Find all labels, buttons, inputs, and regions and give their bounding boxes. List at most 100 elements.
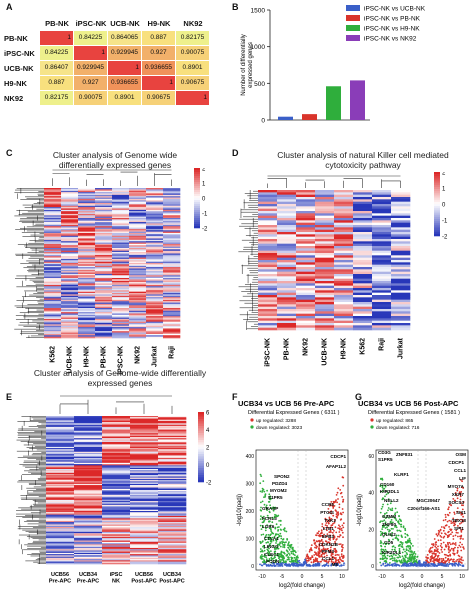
- heatmap-cell: [130, 510, 159, 513]
- data-point: [440, 526, 443, 528]
- data-point: [337, 535, 339, 538]
- heatmap-cell: [146, 295, 164, 298]
- table-cell: 0.90675: [176, 76, 209, 90]
- heatmap-cell: [102, 464, 131, 466]
- table-cell: 0.86407: [40, 61, 73, 75]
- heatmap-cell: [296, 190, 316, 193]
- data-point: [341, 529, 343, 532]
- data-point: [436, 534, 439, 537]
- data-point: [277, 529, 280, 531]
- data-point: [455, 560, 457, 563]
- data-point: [332, 537, 335, 539]
- heatmap-cell: [158, 496, 187, 498]
- data-point: [386, 554, 389, 557]
- heatmap-cell: [130, 538, 159, 540]
- data-point: [333, 564, 335, 566]
- heatmap-cell: [112, 260, 130, 262]
- heatmap-cell: [158, 536, 187, 539]
- heatmap-cell: [102, 430, 131, 433]
- data-point: [283, 530, 286, 532]
- data-point: [441, 563, 444, 565]
- heatmap-cell: [102, 522, 131, 524]
- heatmap-cell: [372, 267, 392, 270]
- color-scale-segment: [198, 414, 204, 417]
- heatmap-cell: [74, 515, 103, 518]
- heatmap-cell: [74, 438, 103, 440]
- heatmap-cell: [130, 557, 159, 560]
- x-tick-label: -10: [258, 574, 265, 580]
- color-scale-segment: [194, 178, 200, 181]
- heatmap-cell: [129, 276, 147, 279]
- data-point: [283, 551, 285, 554]
- heatmap-cell: [129, 194, 147, 197]
- data-point: [438, 561, 441, 564]
- data-point: [318, 551, 321, 553]
- data-point: [331, 531, 334, 534]
- heatmap-cell: [258, 299, 278, 303]
- heatmap-cell: [112, 238, 130, 241]
- heatmap-cell: [158, 481, 187, 483]
- color-scale-label: -1: [442, 219, 448, 225]
- color-scale-label: 1: [442, 187, 446, 193]
- heatmap-cell: [95, 309, 113, 312]
- heatmap-cell: [74, 545, 103, 548]
- heatmap-cell: [61, 243, 79, 246]
- data-point: [399, 530, 402, 533]
- heatmap-cell: [78, 267, 96, 269]
- heatmap-cell: [44, 235, 62, 238]
- column-label: NK92: [135, 346, 142, 364]
- heatmap-cell: [391, 290, 411, 293]
- heatmap-cell: [95, 224, 113, 227]
- heatmap-cell: [158, 523, 187, 525]
- heatmap-cell: [112, 329, 130, 332]
- heatmap-cell: [296, 325, 316, 328]
- data-point: [310, 561, 313, 564]
- heatmap-cell: [46, 456, 75, 459]
- heatmap-cell: [95, 211, 113, 213]
- heatmap-cell: [163, 238, 181, 241]
- data-point: [383, 557, 386, 560]
- heatmap-cell: [158, 482, 187, 485]
- heatmap-cell: [44, 208, 62, 211]
- heatmap-cell: [46, 450, 75, 453]
- heatmap-cell: [78, 310, 96, 313]
- legend-marker-down: [250, 425, 254, 429]
- heatmap-cell: [46, 496, 75, 498]
- data-point: [448, 506, 450, 509]
- heatmap-cell: [44, 325, 62, 328]
- heatmap-cell: [95, 298, 113, 301]
- heatmap-cell: [74, 539, 103, 541]
- heatmap-cell: [102, 501, 131, 503]
- heatmap-cell: [158, 453, 187, 455]
- heatmap-cell: [46, 560, 75, 562]
- heatmap-cell: [61, 280, 79, 283]
- heatmap-cell: [334, 253, 354, 256]
- heatmap-cell: [391, 255, 411, 258]
- heatmap-cell: [61, 263, 79, 265]
- heatmap-cell: [74, 544, 103, 546]
- data-point: [436, 560, 439, 562]
- data-point: [435, 543, 437, 546]
- heatmap-cell: [353, 306, 373, 310]
- table-cell: 0.936655: [142, 61, 175, 75]
- data-point: [298, 563, 301, 566]
- heatmap-cell: [353, 234, 373, 237]
- data-point: [404, 527, 406, 530]
- data-point: [379, 511, 382, 514]
- data-point: [307, 555, 309, 558]
- heatmap-cell: [61, 294, 79, 297]
- heatmap-cell: [296, 278, 316, 282]
- data-point: [387, 524, 390, 527]
- heatmap-cell: [391, 320, 411, 324]
- heatmap-cell: [163, 196, 181, 198]
- heatmap-cell: [372, 255, 392, 258]
- heatmap-cell: [44, 273, 62, 276]
- heatmap-cell: [61, 237, 79, 239]
- heatmap-cell: [391, 325, 411, 328]
- heatmap-cell: [112, 276, 130, 279]
- heatmap-cell: [315, 236, 335, 240]
- data-point: [263, 556, 266, 558]
- heatmap-cell: [44, 197, 62, 200]
- data-point: [280, 554, 283, 557]
- heatmap-cell: [44, 333, 62, 336]
